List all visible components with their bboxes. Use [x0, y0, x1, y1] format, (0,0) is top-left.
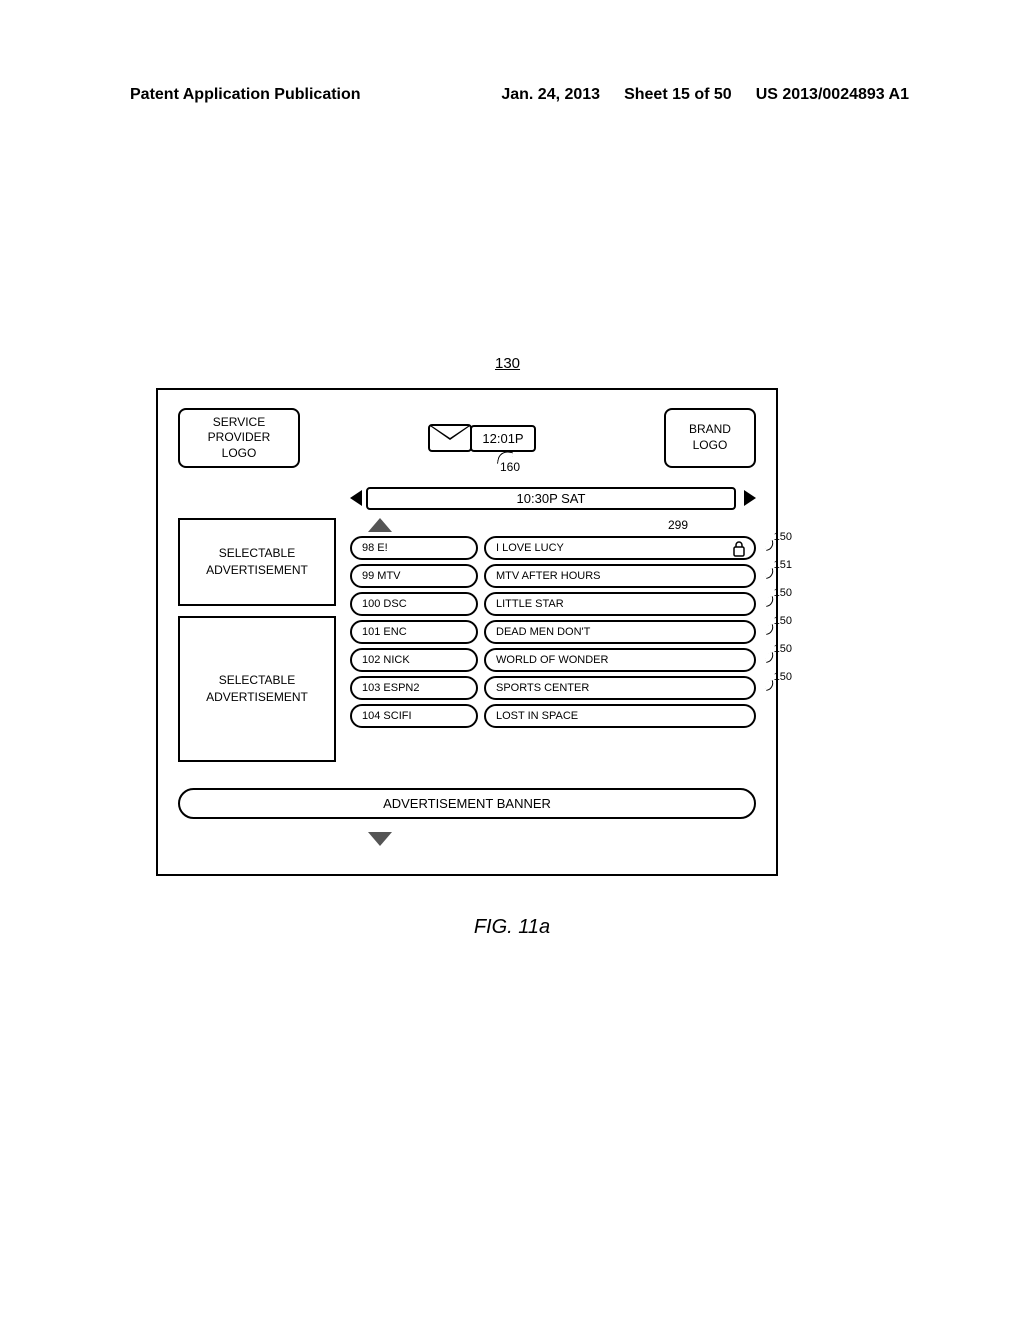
program-pill[interactable]: MTV AFTER HOURS	[484, 564, 756, 588]
channel-pill[interactable]: 99 MTV	[350, 564, 478, 588]
program-pill[interactable]: WORLD OF WONDER	[484, 648, 756, 672]
guide-row: 101 ENCDEAD MEN DON'T150	[350, 620, 756, 644]
page-header: Patent Application Publication Jan. 24, …	[0, 86, 1024, 104]
nav-left-arrow-icon[interactable]	[350, 490, 362, 506]
channel-pill[interactable]: 103 ESPN2	[350, 676, 478, 700]
channel-pill[interactable]: 98 E!	[350, 536, 478, 560]
callout-ref: 150	[774, 671, 792, 683]
service-provider-logo-text: SERVICE PROVIDER LOGO	[208, 415, 271, 462]
channel-pill[interactable]: 101 ENC	[350, 620, 478, 644]
guide-row: 100 DSCLITTLE STAR150	[350, 592, 756, 616]
clock-display: 12:01P	[470, 425, 535, 452]
callout-ref: 151	[774, 559, 792, 571]
header-right-group: Jan. 24, 2013 Sheet 15 of 50 US 2013/002…	[501, 86, 909, 104]
header-pubno: US 2013/0024893 A1	[756, 86, 909, 104]
ad-2-text: SELECTABLE ADVERTISEMENT	[206, 672, 308, 706]
lock-icon	[732, 541, 746, 560]
guide-row: 102 NICKWORLD OF WONDER150	[350, 648, 756, 672]
header-publication: Patent Application Publication	[130, 86, 361, 104]
selectable-ad-1[interactable]: SELECTABLE ADVERTISEMENT	[178, 518, 336, 606]
mail-icon[interactable]	[428, 424, 472, 452]
brand-logo-text: BRAND LOGO	[689, 422, 731, 453]
header-sheet: Sheet 15 of 50	[624, 86, 732, 104]
program-pill[interactable]: DEAD MEN DON'T	[484, 620, 756, 644]
callout-ref: 150	[774, 587, 792, 599]
callout-299: 299	[668, 518, 688, 532]
guide-row: 98 E!I LOVE LUCY150	[350, 536, 756, 560]
top-row: SERVICE PROVIDER LOGO 12:01P BRAND LOGO	[178, 406, 756, 470]
selectable-ad-2[interactable]: SELECTABLE ADVERTISEMENT	[178, 616, 336, 762]
channel-pill[interactable]: 100 DSC	[350, 592, 478, 616]
program-pill[interactable]: LITTLE STAR	[484, 592, 756, 616]
time-navigation-bar: 10:30P SAT	[350, 486, 756, 510]
mail-and-clock: 12:01P	[428, 424, 535, 452]
scroll-down-arrow-icon[interactable]	[368, 832, 392, 846]
channel-pill[interactable]: 104 SCIFI	[350, 704, 478, 728]
figure-caption: FIG. 11a	[0, 916, 1024, 939]
callout-ref: 150	[774, 531, 792, 543]
callout-ref: 150	[774, 615, 792, 627]
callout-ref: 150	[774, 643, 792, 655]
ad-1-text: SELECTABLE ADVERTISEMENT	[206, 545, 308, 579]
program-pill[interactable]: LOST IN SPACE	[484, 704, 756, 728]
guide-row: 104 SCIFILOST IN SPACE	[350, 704, 756, 728]
brand-logo[interactable]: BRAND LOGO	[664, 408, 756, 468]
nav-right-arrow-icon[interactable]	[744, 490, 756, 506]
program-pill[interactable]: I LOVE LUCY	[484, 536, 756, 560]
guide-row: 99 MTVMTV AFTER HOURS151	[350, 564, 756, 588]
advertisement-banner[interactable]: ADVERTISEMENT BANNER	[178, 788, 756, 819]
service-provider-logo[interactable]: SERVICE PROVIDER LOGO	[178, 408, 300, 468]
guide-row: 103 ESPN2SPORTS CENTER150	[350, 676, 756, 700]
program-pill[interactable]: SPORTS CENTER	[484, 676, 756, 700]
channel-pill[interactable]: 102 NICK	[350, 648, 478, 672]
scroll-up-arrow-icon[interactable]	[368, 518, 392, 532]
program-guide-list: 98 E!I LOVE LUCY150 99 MTVMTV AFTER HOURS…	[350, 536, 756, 732]
callout-160: 160	[500, 460, 520, 474]
time-slot-label[interactable]: 10:30P SAT	[366, 487, 736, 510]
figure-reference-number: 130	[495, 355, 520, 372]
guide-screen-frame: SERVICE PROVIDER LOGO 12:01P BRAND LOGO …	[156, 388, 778, 876]
header-date: Jan. 24, 2013	[501, 86, 600, 104]
